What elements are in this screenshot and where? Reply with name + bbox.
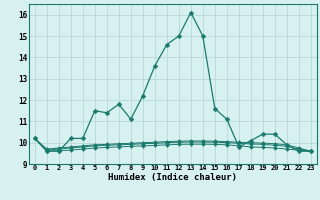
X-axis label: Humidex (Indice chaleur): Humidex (Indice chaleur)	[108, 173, 237, 182]
